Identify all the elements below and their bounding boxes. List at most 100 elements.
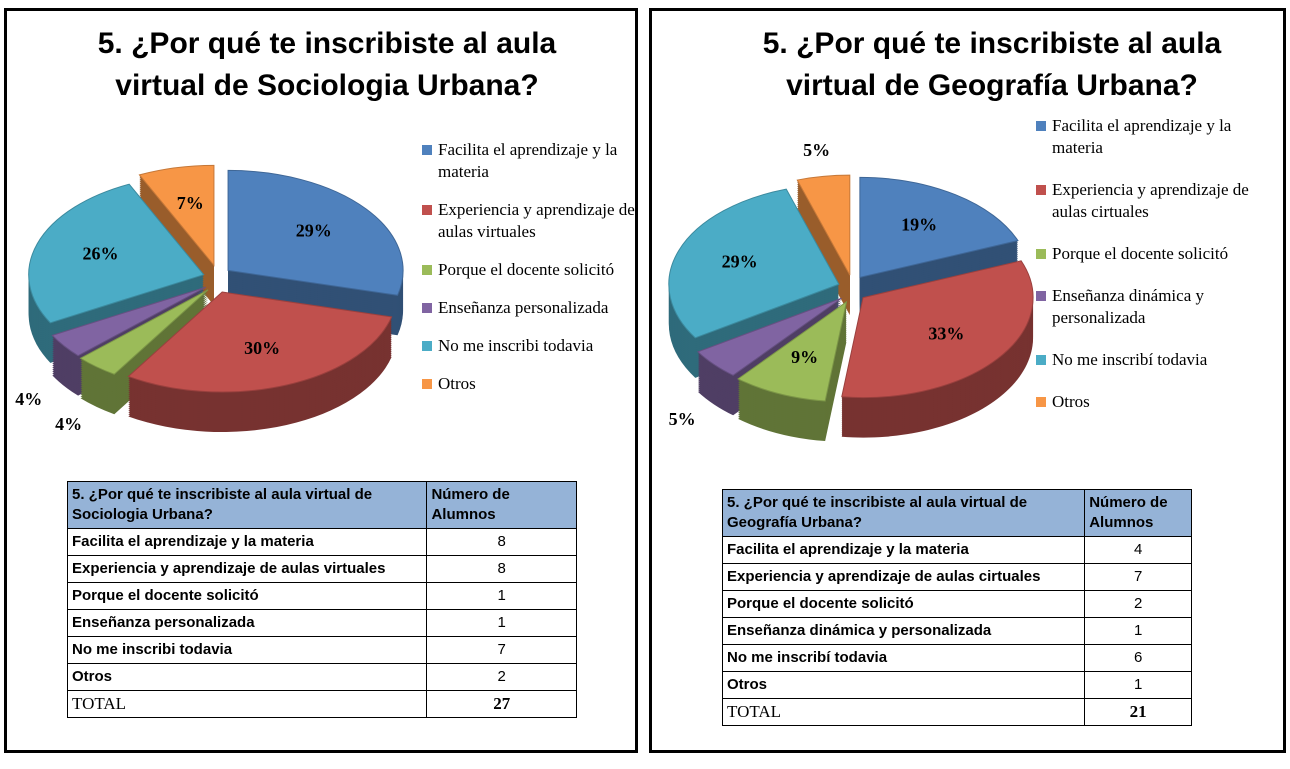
legend-swatch bbox=[1036, 291, 1046, 301]
legend-label: Enseñanza personalizada bbox=[438, 298, 609, 317]
legend-label: Facilita el aprendizaje y la materia bbox=[1052, 116, 1232, 157]
data-label: 30% bbox=[244, 338, 280, 358]
data-label: 29% bbox=[722, 251, 758, 271]
header-cell: Número de Alumnos bbox=[426, 481, 577, 529]
legend-label: No me inscribí todavia bbox=[1052, 350, 1208, 369]
legend: Facilita el aprendizaje y la materia Expe… bbox=[1036, 115, 1281, 433]
legend-item: Otros bbox=[422, 373, 635, 395]
table-row: Facilita el aprendizaje y la materia 8 bbox=[66, 528, 577, 556]
pie-slice bbox=[859, 176, 1019, 279]
chart-title: 5. ¿Por qué te inscribiste al aula virtu… bbox=[97, 27, 557, 102]
legend-item: Facilita el aprendizaje y la materia bbox=[422, 139, 635, 183]
data-label: 9% bbox=[791, 347, 818, 367]
legend-item: Facilita el aprendizaje y la materia bbox=[1036, 115, 1281, 159]
table-row: Experiencia y aprendizaje de aulas cirtu… bbox=[721, 563, 1192, 591]
data-label: 4% bbox=[15, 389, 42, 409]
total-value: 27 bbox=[426, 690, 577, 718]
legend-item: Porque el docente solicitó bbox=[422, 259, 635, 281]
legend: Facilita el aprendizaje y la materia Expe… bbox=[422, 139, 635, 411]
count-cell: 6 bbox=[1084, 644, 1192, 672]
legend-label: Porque el docente solicitó bbox=[438, 260, 615, 279]
label-cell: Porque el docente solicitó bbox=[66, 582, 428, 610]
pie-slice bbox=[28, 183, 205, 324]
legend-swatch bbox=[422, 379, 432, 389]
legend-swatch bbox=[1036, 249, 1046, 259]
legend-swatch bbox=[1036, 185, 1046, 195]
label-cell: No me inscribi todavia bbox=[66, 636, 428, 664]
count-cell: 2 bbox=[1084, 590, 1192, 618]
header-cell: 5. ¿Por qué te inscribiste al aula virtu… bbox=[66, 481, 428, 529]
legend-swatch bbox=[422, 145, 432, 155]
label-cell: Experiencia y aprendizaje de aulas virtu… bbox=[66, 555, 428, 583]
label-cell: Otros bbox=[66, 663, 428, 691]
table-row: Enseñanza dinámica y personalizada 1 bbox=[721, 617, 1192, 645]
label-cell: Porque el docente solicitó bbox=[721, 590, 1086, 618]
pie-slice bbox=[668, 188, 840, 339]
count-cell: 4 bbox=[1084, 536, 1192, 564]
pie-slice bbox=[796, 174, 851, 276]
legend-item: Porque el docente solicitó bbox=[1036, 243, 1281, 265]
label-cell: Facilita el aprendizaje y la materia bbox=[66, 528, 428, 556]
data-label: 5% bbox=[669, 409, 696, 429]
table-header-row: 5. ¿Por qué te inscribiste al aula virtu… bbox=[66, 481, 577, 529]
legend-item: Otros bbox=[1036, 391, 1281, 413]
legend-swatch bbox=[1036, 121, 1046, 131]
count-cell: 7 bbox=[1084, 563, 1192, 591]
header-cell: 5. ¿Por qué te inscribiste al aula virtu… bbox=[721, 489, 1086, 537]
header-cell: Número de Alumnos bbox=[1084, 489, 1192, 537]
legend-item: No me inscribí todavia bbox=[1036, 349, 1281, 371]
count-cell: 1 bbox=[426, 582, 577, 610]
pie-chart: 29% 30% 4% 4% 26% 7% bbox=[15, 164, 404, 434]
table-row: Facilita el aprendizaje y la materia 4 bbox=[721, 536, 1192, 564]
chart-title: 5. ¿Por qué te inscribiste al aula virtu… bbox=[762, 27, 1222, 102]
label-cell: Facilita el aprendizaje y la materia bbox=[721, 536, 1086, 564]
table-row: No me inscribí todavia 6 bbox=[721, 644, 1192, 672]
label-cell: Experiencia y aprendizaje de aulas cirtu… bbox=[721, 563, 1086, 591]
table-header-row: 5. ¿Por qué te inscribiste al aula virtu… bbox=[721, 489, 1192, 537]
count-cell: 1 bbox=[426, 609, 577, 637]
label-cell: Enseñanza dinámica y personalizada bbox=[721, 617, 1086, 645]
count-cell: 8 bbox=[426, 555, 577, 583]
legend-swatch bbox=[422, 205, 432, 215]
legend-label: Experiencia y aprendizaje de aulas virtu… bbox=[438, 200, 635, 241]
legend-label: Facilita el aprendizaje y la materia bbox=[438, 140, 618, 181]
legend-label: No me inscribi todavia bbox=[438, 336, 594, 355]
table-row: Enseñanza personalizada 1 bbox=[66, 609, 577, 637]
legend-label: Enseñanza dinámica y personalizada bbox=[1052, 286, 1204, 327]
data-table: 5. ¿Por qué te inscribiste al aula virtu… bbox=[66, 481, 577, 718]
legend-swatch bbox=[1036, 355, 1046, 365]
total-label: TOTAL bbox=[721, 698, 1086, 726]
data-label: 33% bbox=[928, 324, 964, 344]
legend-item: Enseñanza dinámica y personalizada bbox=[1036, 285, 1281, 329]
legend-label: Experiencia y aprendizaje de aulas cirtu… bbox=[1052, 180, 1249, 221]
table-row: Otros 1 bbox=[721, 671, 1192, 699]
table-row: Porque el docente solicitó 1 bbox=[66, 582, 577, 610]
pie-slice bbox=[737, 300, 848, 402]
count-cell: 7 bbox=[426, 636, 577, 664]
pie-slice bbox=[841, 260, 1034, 399]
data-label: 29% bbox=[296, 221, 332, 241]
total-row: TOTAL 27 bbox=[66, 690, 577, 718]
pie-chart: 19% 33% 9% 5% 29% 5% bbox=[668, 140, 1034, 442]
data-label: 19% bbox=[901, 214, 937, 234]
data-label: 4% bbox=[55, 414, 82, 434]
table-row: Otros 2 bbox=[66, 663, 577, 691]
total-label: TOTAL bbox=[66, 690, 428, 718]
count-cell: 1 bbox=[1084, 671, 1192, 699]
data-label: 5% bbox=[803, 140, 830, 160]
pie-slice bbox=[138, 164, 215, 267]
legend-swatch bbox=[1036, 397, 1046, 407]
data-label: 7% bbox=[177, 193, 204, 213]
table-row: No me inscribi todavia 7 bbox=[66, 636, 577, 664]
legend-swatch bbox=[422, 341, 432, 351]
pie-slice bbox=[697, 297, 842, 376]
legend-label: Porque el docente solicitó bbox=[1052, 244, 1229, 263]
legend-label: Otros bbox=[1052, 392, 1090, 411]
label-cell: Otros bbox=[721, 671, 1086, 699]
legend-swatch bbox=[422, 303, 432, 313]
legend-item: Enseñanza personalizada bbox=[422, 297, 635, 319]
table-row: Porque el docente solicitó 2 bbox=[721, 590, 1192, 618]
label-cell: No me inscribí todavia bbox=[721, 644, 1086, 672]
panel: 5. ¿Por qué te inscribiste al aula virtu… bbox=[649, 8, 1286, 753]
